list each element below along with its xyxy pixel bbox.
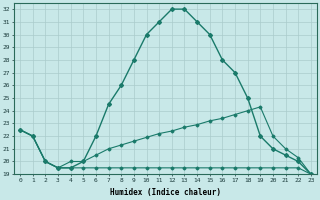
X-axis label: Humidex (Indice chaleur): Humidex (Indice chaleur): [110, 188, 221, 197]
